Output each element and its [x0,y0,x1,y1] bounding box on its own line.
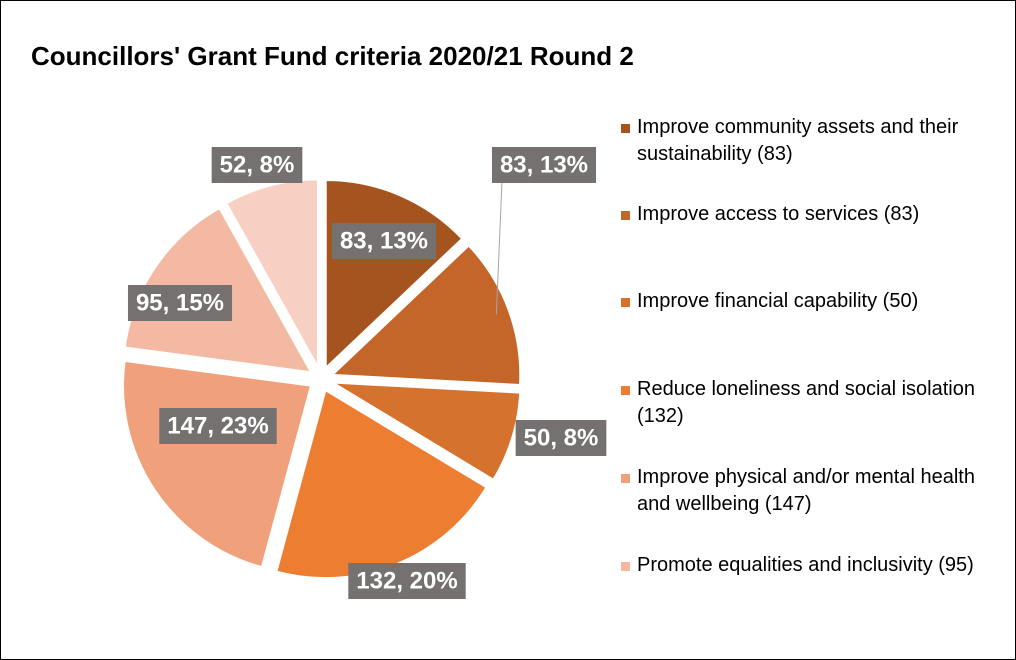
legend-swatch [621,474,630,483]
legend-label: Reduce loneliness and social isolation (… [637,378,975,427]
data-label: 147, 23% [167,412,268,439]
data-label: 50, 8% [524,424,599,451]
legend-swatch [621,211,630,220]
data-label: 132, 20% [356,567,457,594]
legend-label: Improve access to services (83) [637,203,920,225]
data-label-box [159,408,277,444]
data-label: 95, 15% [136,289,224,316]
pie-slice [122,359,313,569]
data-label: 52, 8% [220,151,295,178]
data-label: 83, 13% [340,227,428,254]
data-label-box [331,223,437,259]
legend-swatch [621,124,630,133]
data-label-box [211,147,303,183]
legend-label: Promote equalities and inclusivity (95) [637,554,974,576]
legend-label: Improve physical and/or mental health an… [637,466,975,515]
data-label-box [127,285,233,321]
pie-slice [225,178,319,372]
pie-slice [331,381,522,482]
legend-label: Improve financial capability (50) [637,290,919,312]
data-label-box [348,563,466,599]
legend-swatch [621,298,630,307]
legend-label: Improve community assets and their susta… [637,116,959,165]
pie-slice [329,244,522,387]
legend-swatch [621,562,630,571]
legend-swatch [621,386,630,395]
leader-line [495,180,503,315]
data-label-box [491,147,597,183]
data-label-box [515,420,607,456]
chart-title: Councillors' Grant Fund criteria 2020/21… [31,41,634,71]
data-label: 83, 13% [500,151,588,178]
